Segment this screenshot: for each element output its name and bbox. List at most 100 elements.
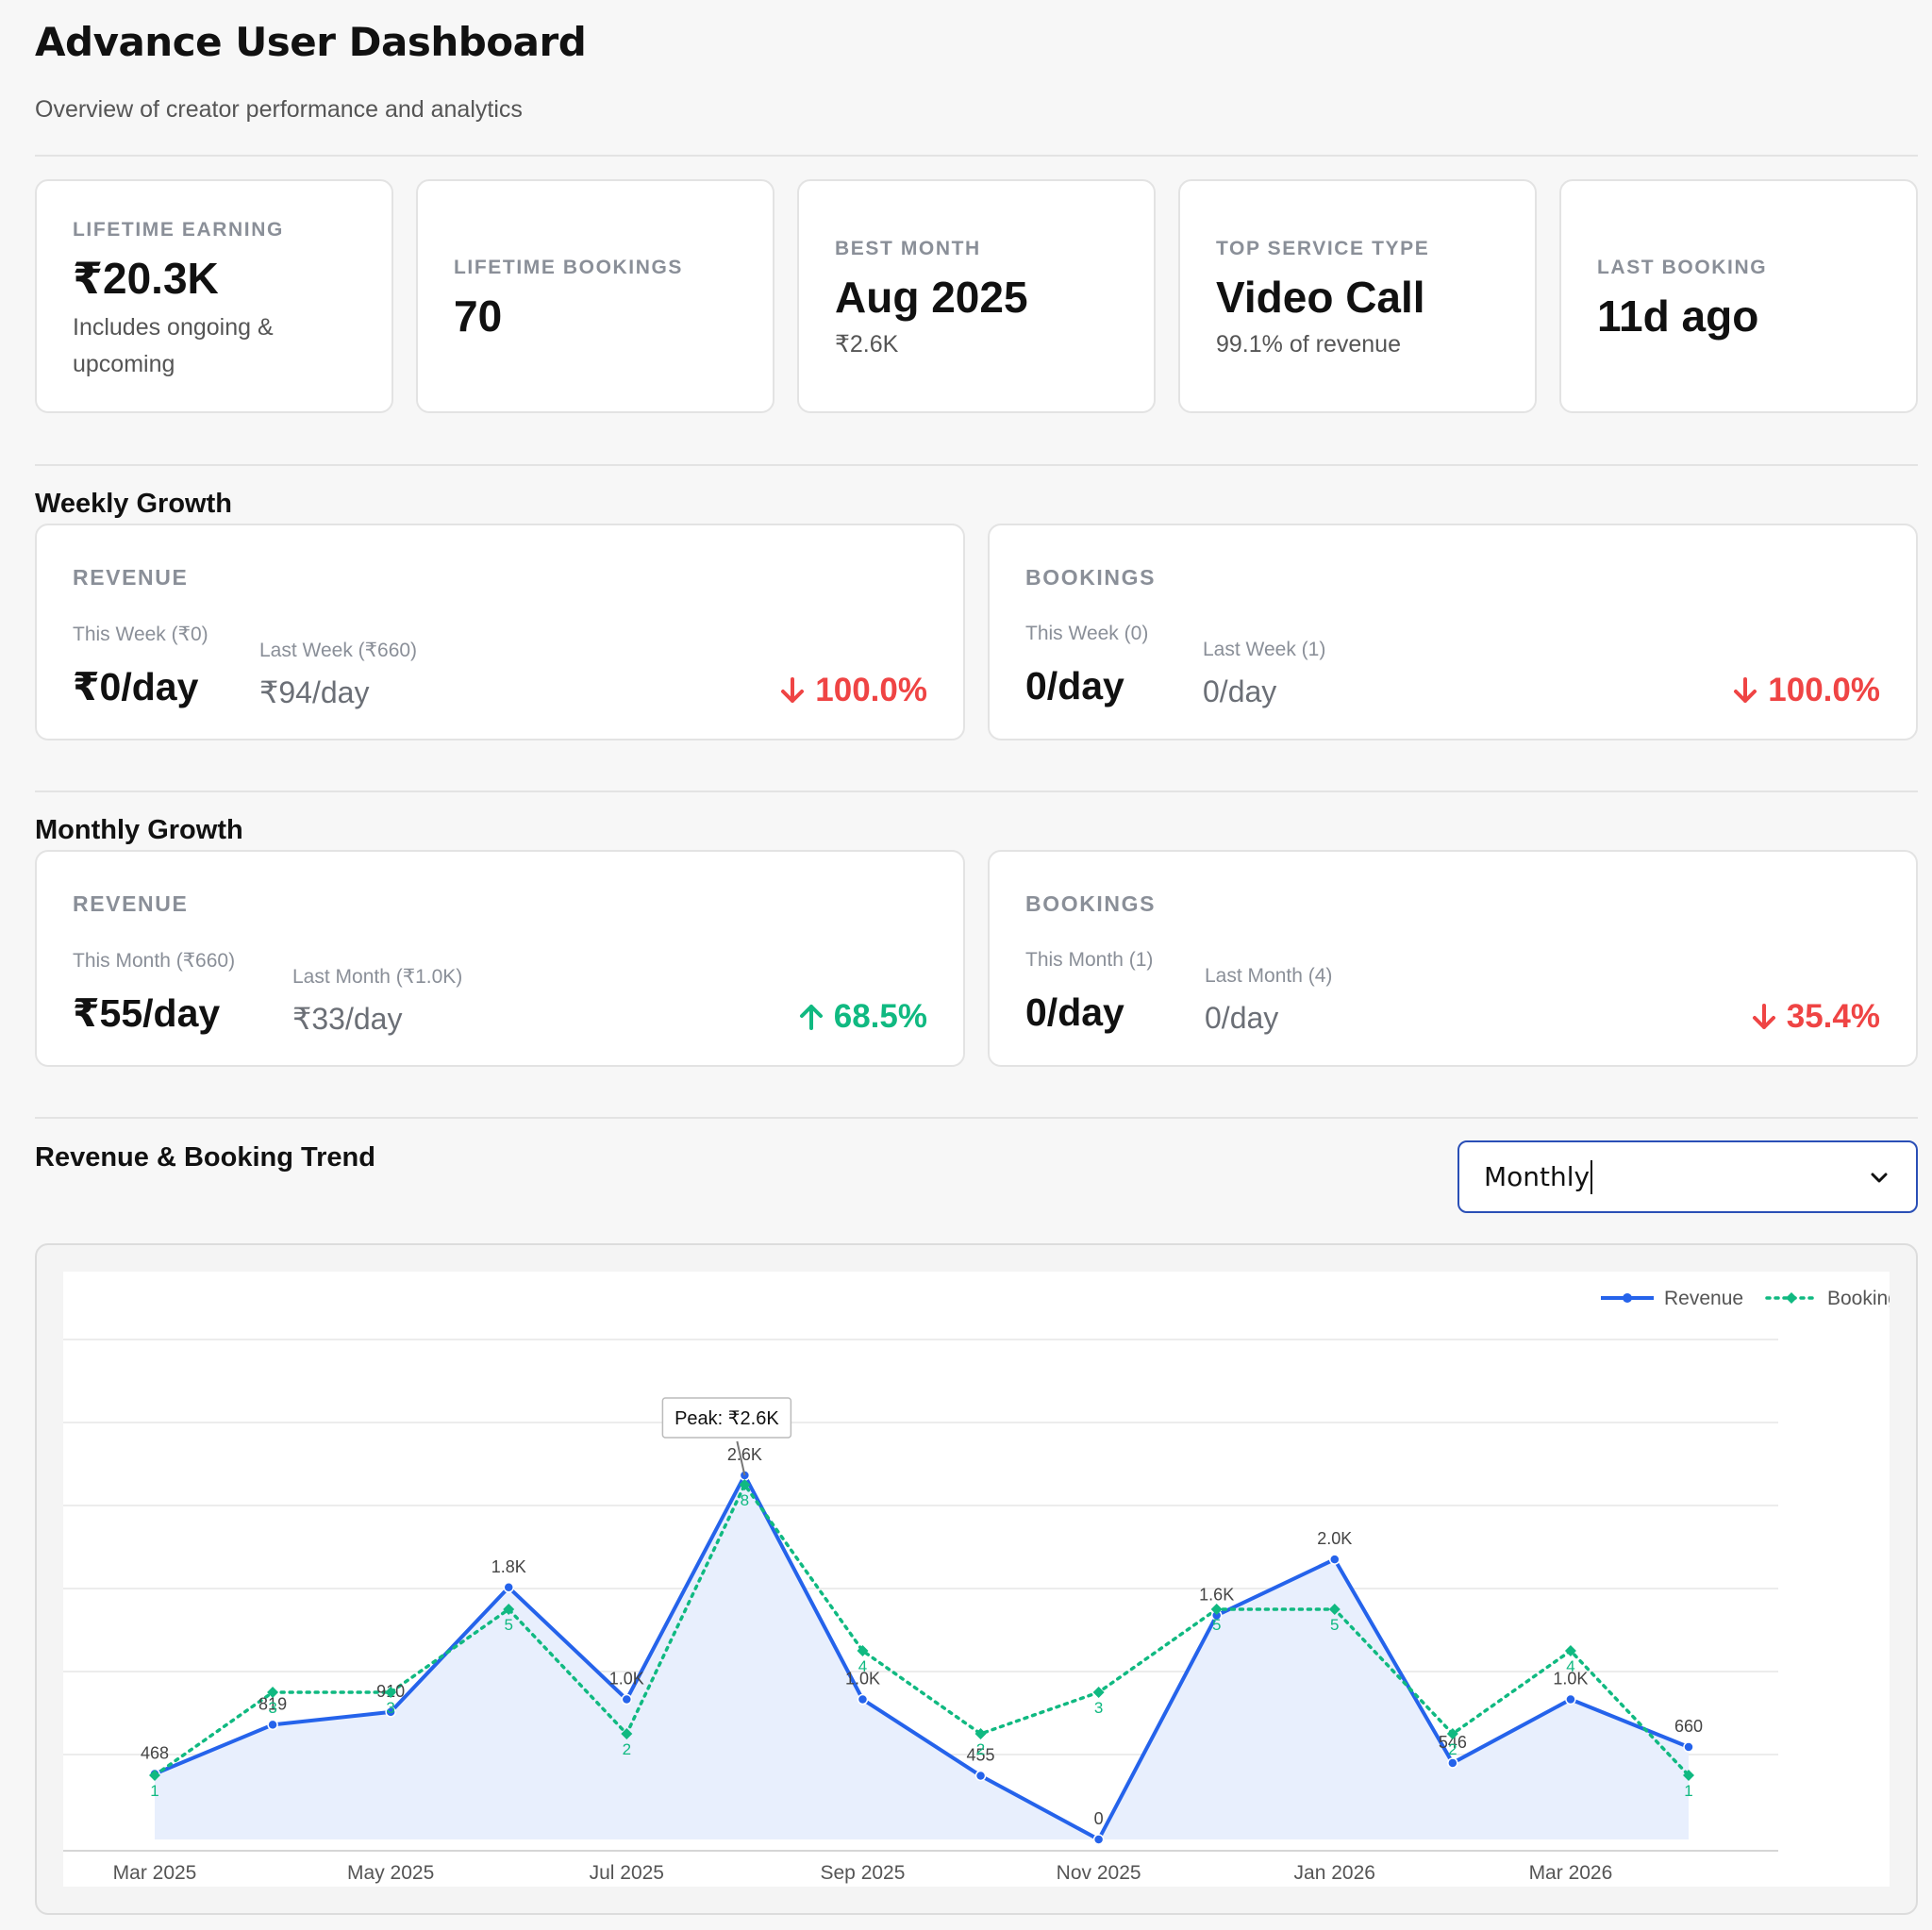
period-select-value: Monthly xyxy=(1484,1161,1590,1192)
x-tick-label: Mar 2026 xyxy=(1529,1862,1613,1884)
revenue-point xyxy=(858,1695,867,1705)
monthly-growth-title: Monthly Growth xyxy=(35,815,243,846)
revenue-data-label: 660 xyxy=(1674,1717,1703,1736)
divider xyxy=(35,155,1918,157)
bookings-data-label: 3 xyxy=(386,1699,394,1717)
revenue-data-label: 1.0K xyxy=(609,1670,644,1689)
stat-card-last-booking: LAST BOOKING 11d ago xyxy=(1559,179,1918,413)
x-tick-label: Jul 2025 xyxy=(590,1862,664,1884)
current-value: 0/day xyxy=(1025,664,1124,708)
previous-label: Last Month (4) xyxy=(1205,965,1332,988)
stat-sub: Includes ongoing & upcoming xyxy=(73,309,318,383)
bookings-data-label: 5 xyxy=(1330,1616,1339,1634)
bookings-data-label: 2 xyxy=(623,1740,631,1758)
previous-label: Last Month (₹1.0K) xyxy=(292,965,462,989)
stat-card-lifetime-earning: LIFETIME EARNING ₹20.3K Includes ongoing… xyxy=(35,179,393,413)
legend-bookings-label: Bookings xyxy=(1827,1288,1890,1309)
arrow-up-icon xyxy=(798,1003,824,1031)
stat-card-top-service: TOP SERVICE TYPE Video Call 99.1% of rev… xyxy=(1178,179,1537,413)
arrow-down-icon xyxy=(779,676,806,705)
revenue-data-label: 468 xyxy=(141,1744,169,1763)
trend-title: Revenue & Booking Trend xyxy=(35,1142,375,1173)
change-badge: 35.4% xyxy=(1751,998,1880,1036)
chevron-down-icon xyxy=(1867,1165,1891,1190)
revenue-point xyxy=(976,1771,986,1780)
change-badge: 100.0% xyxy=(1732,672,1880,709)
weekly-revenue-card: REVENUE This Week (₹0) ₹0/day Last Week … xyxy=(35,524,965,740)
current-label: This Month (1) xyxy=(1025,949,1153,972)
period-select[interactable]: Monthly xyxy=(1457,1140,1918,1213)
x-tick-label: May 2025 xyxy=(347,1862,434,1884)
bookings-data-label: 4 xyxy=(858,1657,867,1675)
bookings-data-label: 3 xyxy=(268,1699,276,1717)
stat-value: Aug 2025 xyxy=(835,272,1028,323)
bookings-data-label: 1 xyxy=(150,1782,158,1800)
stat-card-best-month: BEST MONTH Aug 2025 ₹2.6K xyxy=(797,179,1156,413)
revenue-point xyxy=(1448,1758,1457,1768)
stat-label: LIFETIME BOOKINGS xyxy=(454,257,683,279)
trend-chart-card: 4688199101.8K1.0K2.6K1.0K45501.6K2.0K546… xyxy=(35,1243,1918,1915)
text-cursor xyxy=(1591,1160,1592,1194)
bookings-data-label: 2 xyxy=(976,1740,985,1758)
revenue-point xyxy=(504,1583,513,1592)
revenue-data-label: 0 xyxy=(1094,1809,1104,1828)
current-value: 0/day xyxy=(1025,990,1124,1035)
stat-label: LAST BOOKING xyxy=(1597,257,1767,279)
change-badge: 100.0% xyxy=(779,672,927,709)
previous-label: Last Week (1) xyxy=(1203,639,1325,661)
current-value: ₹55/day xyxy=(73,990,220,1036)
change-value: 100.0% xyxy=(815,672,927,709)
previous-value: ₹33/day xyxy=(292,1001,402,1037)
divider xyxy=(35,1117,1918,1119)
stat-label: BEST MONTH xyxy=(835,238,981,260)
weekly-growth-title: Weekly Growth xyxy=(35,489,232,520)
card-label: BOOKINGS xyxy=(1025,891,1156,917)
current-label: This Week (0) xyxy=(1025,623,1148,645)
bookings-data-label: 5 xyxy=(1212,1616,1221,1634)
previous-value: 0/day xyxy=(1205,1001,1278,1036)
divider xyxy=(35,464,1918,466)
monthly-revenue-card: REVENUE This Month (₹660) ₹55/day Last M… xyxy=(35,850,965,1067)
stat-card-lifetime-bookings: LIFETIME BOOKINGS 70 xyxy=(416,179,774,413)
previous-value: ₹94/day xyxy=(259,674,369,710)
arrow-down-icon xyxy=(1732,676,1758,705)
change-value: 68.5% xyxy=(834,998,927,1036)
previous-value: 0/day xyxy=(1203,674,1276,709)
revenue-data-label: 1.8K xyxy=(491,1557,526,1576)
change-value: 100.0% xyxy=(1768,672,1880,709)
weekly-bookings-card: BOOKINGS This Week (0) 0/day Last Week (… xyxy=(988,524,1918,740)
stat-value: ₹20.3K xyxy=(73,253,219,304)
arrow-down-icon xyxy=(1751,1003,1777,1031)
revenue-point xyxy=(1094,1835,1104,1844)
stat-label: TOP SERVICE TYPE xyxy=(1216,238,1429,260)
trend-chart: 4688199101.8K1.0K2.6K1.0K45501.6K2.0K546… xyxy=(63,1272,1890,1887)
previous-label: Last Week (₹660) xyxy=(259,639,417,662)
stat-value: 11d ago xyxy=(1597,291,1758,341)
x-tick-label: Sep 2025 xyxy=(821,1862,906,1884)
stat-value: Video Call xyxy=(1216,272,1425,323)
page-subtitle: Overview of creator performance and anal… xyxy=(35,96,523,124)
legend-revenue-marker xyxy=(1623,1293,1632,1303)
current-label: This Week (₹0) xyxy=(73,623,208,646)
revenue-data-label: 2.6K xyxy=(727,1445,762,1464)
revenue-point xyxy=(1684,1742,1693,1752)
revenue-point xyxy=(1330,1555,1340,1564)
stat-sub: 99.1% of revenue xyxy=(1216,326,1401,363)
bookings-data-label: 1 xyxy=(1684,1782,1692,1800)
stat-sub: ₹2.6K xyxy=(835,326,898,363)
current-value: ₹0/day xyxy=(73,664,198,709)
peak-annotation-text: Peak: ₹2.6K xyxy=(675,1408,779,1429)
bookings-data-label: 4 xyxy=(1566,1657,1574,1675)
legend-revenue-label: Revenue xyxy=(1664,1288,1743,1309)
bookings-data-label: 5 xyxy=(504,1616,512,1634)
divider xyxy=(35,790,1918,792)
bookings-data-label: 3 xyxy=(1094,1699,1103,1717)
current-label: This Month (₹660) xyxy=(73,949,235,973)
revenue-point xyxy=(622,1695,631,1705)
revenue-point xyxy=(268,1720,277,1729)
stat-label: LIFETIME EARNING xyxy=(73,219,284,241)
monthly-bookings-card: BOOKINGS This Month (1) 0/day Last Month… xyxy=(988,850,1918,1067)
x-tick-label: Jan 2026 xyxy=(1294,1862,1375,1884)
bookings-data-label: 8 xyxy=(741,1491,749,1509)
change-value: 35.4% xyxy=(1787,998,1880,1036)
